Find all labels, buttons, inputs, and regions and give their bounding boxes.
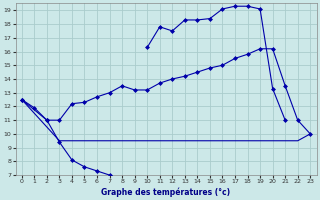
X-axis label: Graphe des températures (°c): Graphe des températures (°c): [101, 187, 231, 197]
